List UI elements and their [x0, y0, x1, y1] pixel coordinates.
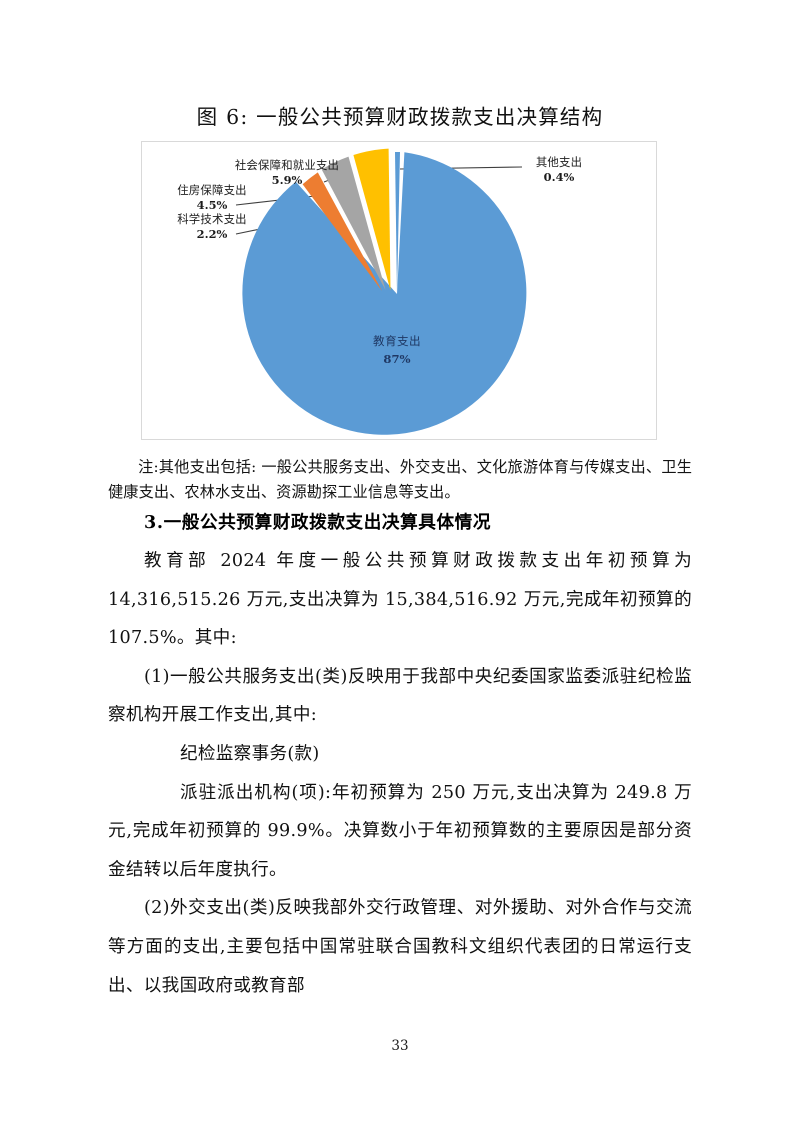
pie-label-education: 教育支出 87% [373, 334, 421, 366]
pie-label-science-pct: 2.2% [197, 227, 228, 241]
page-number: 33 [391, 1038, 409, 1054]
pie-label-education-pct: 87% [383, 352, 410, 366]
figure-note-text: 其他支出包括: 一般公共服务支出、外交支出、文化旅游体育与传媒支出、卫生健康支出… [108, 458, 692, 501]
pie-label-social-security-pct: 5.9% [272, 173, 303, 187]
figure-note: 注:其他支出包括: 一般公共服务支出、外交支出、文化旅游体育与传媒支出、卫生健康… [108, 455, 692, 505]
pie-slice-science[interactable] [302, 172, 382, 291]
pie-chart-container: 社会保障和就业支出 5.9% 住房保障支出 4.5% 科学技术支出 2.2% 其… [141, 141, 657, 440]
pie-label-other-pct: 0.4% [544, 170, 575, 184]
pie-label-housing: 住房保障支出 4.5% [177, 183, 247, 212]
pie-label-social-security-name: 社会保障和就业支出 [235, 158, 339, 172]
pie-label-science: 科学技术支出 2.2% [177, 212, 247, 241]
paragraph-3: 纪检监察事务(款) [180, 743, 320, 764]
pie-slice-social-security[interactable] [353, 148, 391, 291]
pie-label-science-name: 科学技术支出 [177, 212, 247, 226]
section-heading-number: 3. [144, 512, 164, 533]
body-text: 教育部 2024 年度一般公共预算财政拨款支出年初预算为 14,316,515.… [108, 542, 692, 1005]
pie-label-social-security: 社会保障和就业支出 5.9% [235, 158, 339, 187]
pie-slice-education[interactable] [242, 152, 527, 435]
pie-slice-housing[interactable] [321, 156, 386, 290]
paragraph-2: (1)一般公共服务支出(类)反映用于我部中央纪委国家监委派驻纪检监察机构开展工作… [108, 666, 692, 726]
paragraph-1: 教育部 2024 年度一般公共预算财政拨款支出年初预算为 14,316,515.… [108, 551, 692, 649]
pie-label-housing-pct: 4.5% [197, 198, 228, 212]
section-heading-text: 一般公共预算财政拨款支出决算具体情况 [163, 512, 492, 533]
pie-slices [242, 148, 527, 435]
pie-label-education-name: 教育支出 [373, 334, 421, 348]
pie-label-other-name: 其他支出 [536, 155, 582, 169]
pie-chart-svg: 社会保障和就业支出 5.9% 住房保障支出 4.5% 科学技术支出 2.2% 其… [177, 148, 582, 435]
pie-label-housing-name: 住房保障支出 [177, 183, 247, 197]
figure-title: 图 6: 一般公共预算财政拨款支出决算结构 [196, 105, 604, 129]
paragraph-5: (2)外交支出(类)反映我部外交行政管理、对外援助、对外合作与交流等方面的支出,… [108, 898, 692, 996]
pie-label-other: 其他支出 0.4% [536, 155, 582, 184]
pie-slice-other[interactable] [395, 151, 400, 294]
section-heading: 3.一般公共预算财政拨款支出决算具体情况 [108, 508, 692, 538]
paragraph-4: 派驻派出机构(项):年初预算为 250 万元,支出决算为 249.8 万元,完成… [108, 782, 692, 880]
figure-note-prefix: 注: [138, 458, 159, 476]
